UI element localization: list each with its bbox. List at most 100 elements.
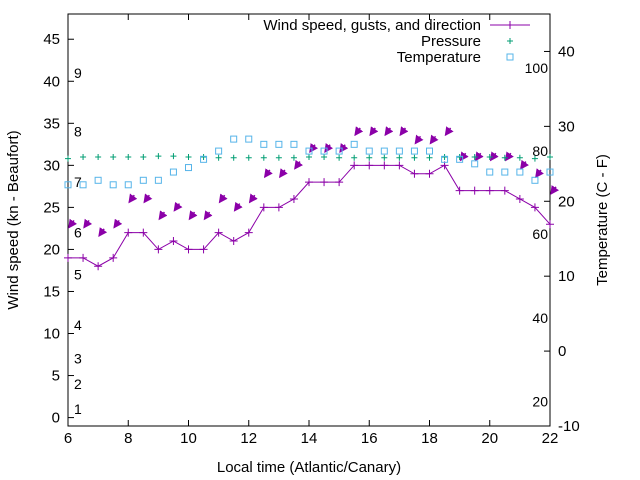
pressure-point [486, 153, 493, 160]
y-tick-label: 35 [43, 115, 60, 132]
legend-marker [507, 38, 513, 44]
pressure-point [547, 153, 553, 160]
pressure-point [230, 154, 237, 161]
gust-arrow [113, 218, 123, 229]
temperature-point [456, 155, 464, 163]
legend-label: Pressure [421, 33, 481, 50]
x-tick-label: 16 [361, 430, 378, 447]
temperature-point [245, 135, 253, 143]
wind-speed-point [214, 228, 223, 237]
wind-speed-point [289, 194, 298, 203]
wind-speed-point [199, 245, 208, 254]
temperature-point [200, 155, 208, 163]
pressure-point [260, 154, 267, 161]
wind-speed-point [305, 178, 313, 187]
temperature-point [501, 168, 509, 176]
y-tick-label: 30 [43, 157, 60, 174]
pressure-point [426, 154, 433, 161]
x-tick-label: 18 [421, 430, 438, 447]
legend: Wind speed, gusts, and directionPressure… [263, 17, 530, 66]
beaufort-label: 2 [74, 376, 82, 392]
plot-frame [67, 13, 551, 427]
pressure-point [200, 153, 207, 160]
x-tick-label: 6 [64, 430, 72, 447]
wind-speed-point [94, 262, 103, 271]
y-tick-label: 0 [52, 410, 60, 427]
beaufort-label: 3 [74, 351, 82, 367]
gust-arrow [294, 159, 303, 170]
gust-arrow [98, 227, 108, 238]
wind-speed-point [79, 253, 88, 262]
gust-arrow [520, 159, 529, 170]
gust-arrow [414, 134, 424, 145]
beaufort-label: 8 [74, 124, 82, 140]
gust-arrow [504, 151, 514, 162]
pressure-point [471, 153, 478, 160]
temperature-point [275, 140, 283, 148]
gust-arrow [429, 134, 439, 145]
wind-speed-point [455, 186, 464, 195]
wind-speed-point [515, 194, 524, 203]
temperature-point [471, 160, 479, 168]
beaufort-label: 1 [74, 401, 82, 417]
gust-arrow [248, 193, 258, 204]
gust-arrow [128, 193, 138, 204]
gust-arrow [68, 218, 78, 229]
beaufort-label: 7 [74, 174, 82, 190]
pressure-point [501, 154, 508, 161]
pressure-point [110, 153, 117, 160]
temperature-point [79, 181, 87, 189]
gust-arrow [143, 193, 153, 204]
y2-tick-label: 40 [558, 43, 575, 60]
wind-speed-point [350, 161, 359, 170]
pressure-point [336, 154, 343, 161]
x-tick-label: 14 [301, 430, 318, 447]
y-tick-label: 5 [52, 368, 60, 385]
series-0 [64, 126, 560, 271]
pressure-point [351, 154, 358, 161]
wind-speed-point [274, 203, 283, 212]
wind-speed-point [244, 228, 253, 237]
wind-speed-point [139, 228, 148, 237]
temperature-point [185, 164, 192, 172]
pressure-point [215, 154, 222, 161]
beaufort-label: 5 [74, 267, 82, 283]
pressure-point [321, 153, 328, 160]
wind-speed-point [229, 237, 238, 246]
wind-speed-point [530, 203, 539, 212]
gust-arrow [279, 168, 288, 179]
pressure-point [185, 153, 192, 160]
legend-marker [506, 53, 514, 61]
pressure-point [155, 153, 162, 160]
pressure-point [65, 155, 71, 162]
pressure-point [396, 154, 403, 161]
wind-speed-point [395, 161, 404, 170]
x-axis: 6 8 10 12 14 16 18 20 22 [64, 14, 559, 447]
temperature-point [395, 147, 403, 155]
x-tick-label: 22 [542, 430, 559, 447]
gust-arrow [158, 210, 168, 221]
temperature-point [350, 140, 358, 148]
pressure-point [306, 153, 312, 160]
gust-arrow [354, 126, 364, 137]
beaufort-scale: 1 2 3 4 5 6 7 8 9 [74, 65, 82, 417]
pressure-point [290, 154, 297, 161]
temperature-point [230, 135, 238, 143]
gust-arrow [550, 185, 560, 195]
pressure-point [516, 154, 523, 161]
temperature-point [426, 147, 433, 155]
x-axis-title: Local time (Atlantic/Canary) [217, 459, 401, 476]
beaufort-label: 9 [74, 65, 82, 81]
gust-arrow [369, 126, 379, 137]
y-tick-label: 25 [43, 199, 60, 216]
fahrenheit-label: 20 [532, 393, 548, 409]
gust-arrow [263, 168, 273, 179]
x-tick-label: 20 [481, 430, 498, 447]
temperature-point [94, 176, 102, 184]
gust-arrow [399, 126, 409, 137]
y2-tick-label: 10 [558, 268, 575, 285]
pressure-point [381, 154, 388, 161]
temperature-point [154, 176, 162, 184]
y-tick-label: 40 [43, 73, 60, 90]
y-axis-title: Wind speed (kn - Beaufort) [5, 130, 22, 309]
